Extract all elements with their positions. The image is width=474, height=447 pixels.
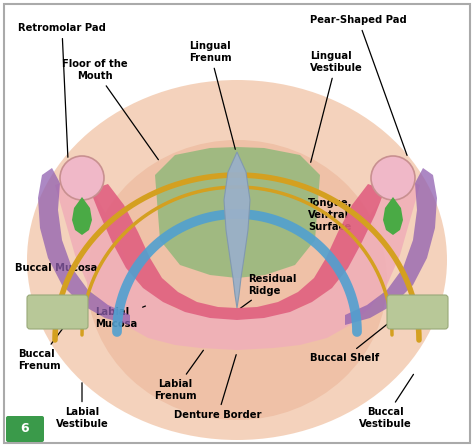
Text: Labial
Mucosa: Labial Mucosa: [95, 306, 146, 329]
Ellipse shape: [27, 80, 447, 440]
Text: Pear-Shaped Pad: Pear-Shaped Pad: [310, 15, 407, 156]
Text: Buccal
Frenum: Buccal Frenum: [18, 314, 73, 371]
Text: Floor of the
Mouth: Floor of the Mouth: [62, 59, 158, 160]
Ellipse shape: [87, 140, 387, 420]
Text: Labial
Vestibule: Labial Vestibule: [55, 383, 109, 429]
Polygon shape: [38, 168, 130, 325]
Text: Lingual
Vestibule: Lingual Vestibule: [310, 51, 363, 162]
Polygon shape: [155, 147, 320, 278]
FancyBboxPatch shape: [6, 416, 44, 442]
Text: 6: 6: [21, 422, 29, 435]
Text: Retromolar Pad: Retromolar Pad: [18, 23, 106, 157]
FancyBboxPatch shape: [4, 4, 470, 443]
Polygon shape: [345, 168, 437, 325]
Circle shape: [371, 156, 415, 200]
FancyBboxPatch shape: [387, 295, 448, 329]
Text: Tongue,
Ventral
Surface: Tongue, Ventral Surface: [308, 198, 353, 232]
Text: Residual
Ridge: Residual Ridge: [240, 274, 296, 308]
Text: Denture Border: Denture Border: [174, 354, 262, 420]
Text: Buccal Shelf: Buccal Shelf: [310, 320, 393, 363]
Polygon shape: [72, 197, 92, 235]
Polygon shape: [55, 178, 420, 350]
Text: Lingual
Frenum: Lingual Frenum: [189, 41, 235, 149]
Text: Labial
Frenum: Labial Frenum: [154, 350, 203, 401]
Polygon shape: [90, 184, 385, 320]
Polygon shape: [224, 152, 250, 308]
Text: Buccal
Vestibule: Buccal Vestibule: [359, 374, 413, 429]
Text: Buccal Mucosa: Buccal Mucosa: [15, 263, 97, 273]
FancyBboxPatch shape: [27, 295, 88, 329]
Circle shape: [60, 156, 104, 200]
Polygon shape: [383, 197, 403, 235]
